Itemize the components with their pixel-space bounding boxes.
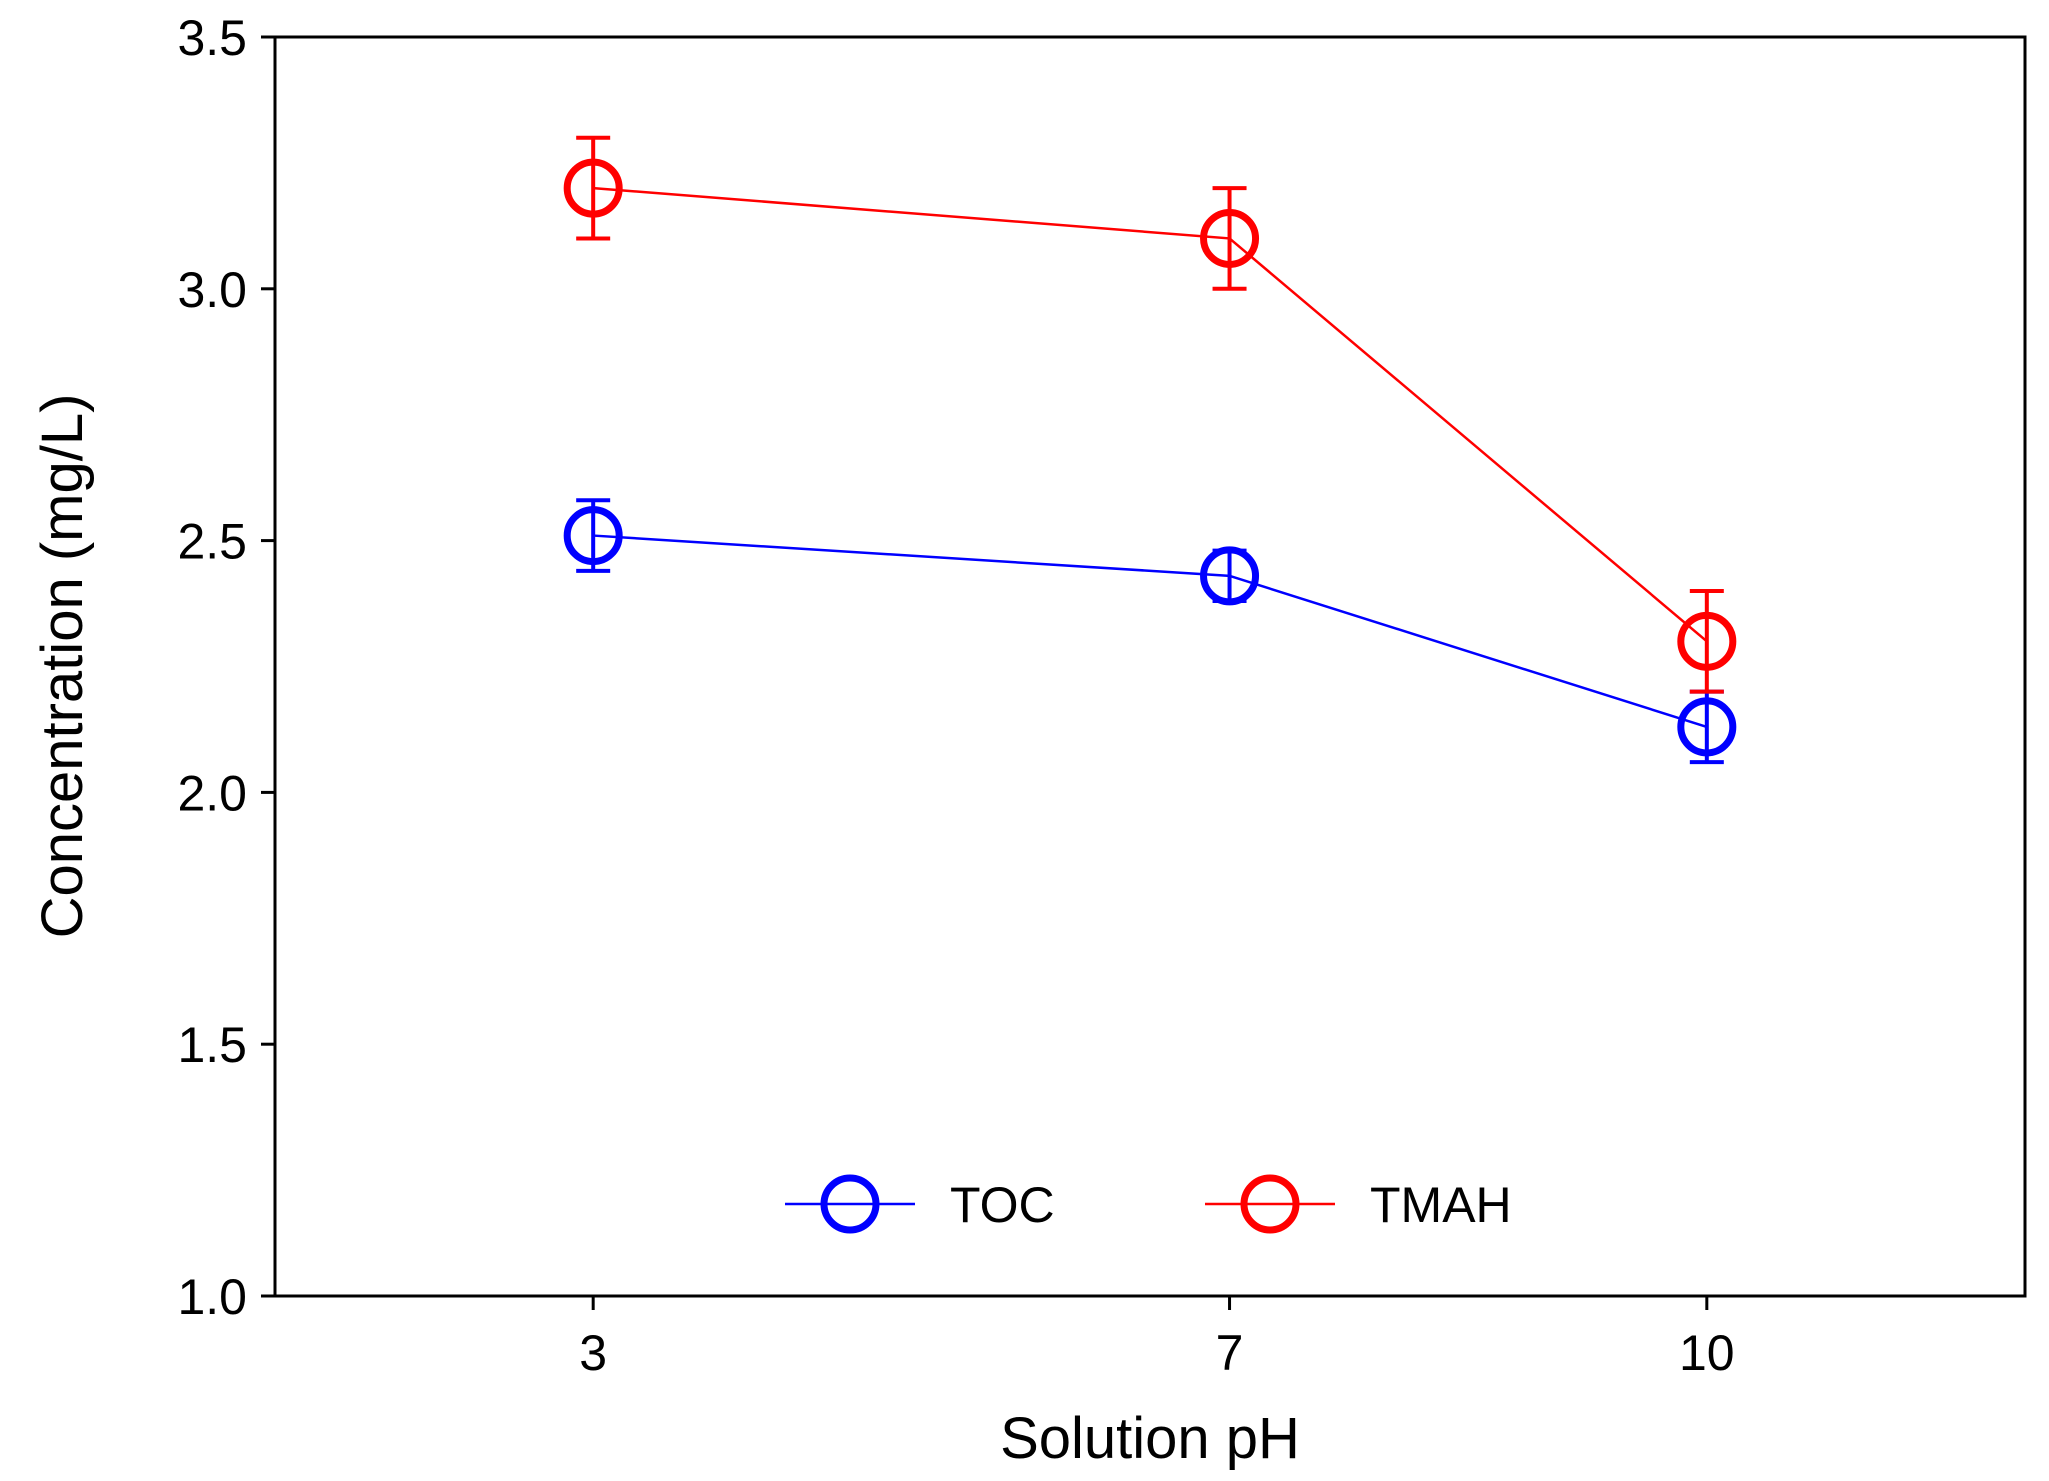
data-point xyxy=(1200,546,1260,606)
legend-label: TOC xyxy=(950,1177,1055,1233)
legend-item-toc: TOC xyxy=(785,1174,1055,1234)
x-axis-title: Solution pH xyxy=(1000,1406,1300,1471)
error-bar xyxy=(1689,588,1724,694)
y-tick-label: 2.5 xyxy=(177,514,247,570)
series-line xyxy=(593,534,1708,729)
data-point xyxy=(563,158,623,218)
y-tick-label: 2.0 xyxy=(177,765,247,821)
legend-label: TMAH xyxy=(1370,1177,1512,1233)
legend-item-tmah: TMAH xyxy=(1205,1174,1512,1234)
legend-marker xyxy=(1240,1174,1300,1234)
y-axis-title: Concentration (mg/L) xyxy=(30,394,95,939)
x-tick-label: 7 xyxy=(1216,1325,1244,1381)
x-axis: 3 7 10 xyxy=(579,1296,1735,1381)
y-tick-label: 1.5 xyxy=(177,1017,247,1073)
y-tick-label: 3.5 xyxy=(177,10,247,66)
series-toc xyxy=(563,498,1737,765)
x-tick-label: 3 xyxy=(579,1325,607,1381)
error-bar xyxy=(1212,186,1247,291)
legend: TOC TMAH xyxy=(785,1174,1512,1234)
plot-area-frame xyxy=(273,35,2027,1298)
data-point xyxy=(1200,208,1260,268)
data-point xyxy=(1677,697,1737,757)
series-tmah xyxy=(563,135,1737,694)
data-point xyxy=(563,506,623,566)
series-line xyxy=(593,186,1708,643)
y-tick-label: 1.0 xyxy=(177,1269,247,1325)
y-tick-label: 3.0 xyxy=(177,262,247,318)
error-bar xyxy=(576,135,611,241)
y-axis: 1.0 1.5 2.0 2.5 3.0 3.5 xyxy=(177,10,275,1325)
series-layer xyxy=(563,135,1737,765)
data-point xyxy=(1677,611,1737,671)
x-tick-label: 10 xyxy=(1679,1325,1735,1381)
legend-marker xyxy=(820,1174,880,1234)
